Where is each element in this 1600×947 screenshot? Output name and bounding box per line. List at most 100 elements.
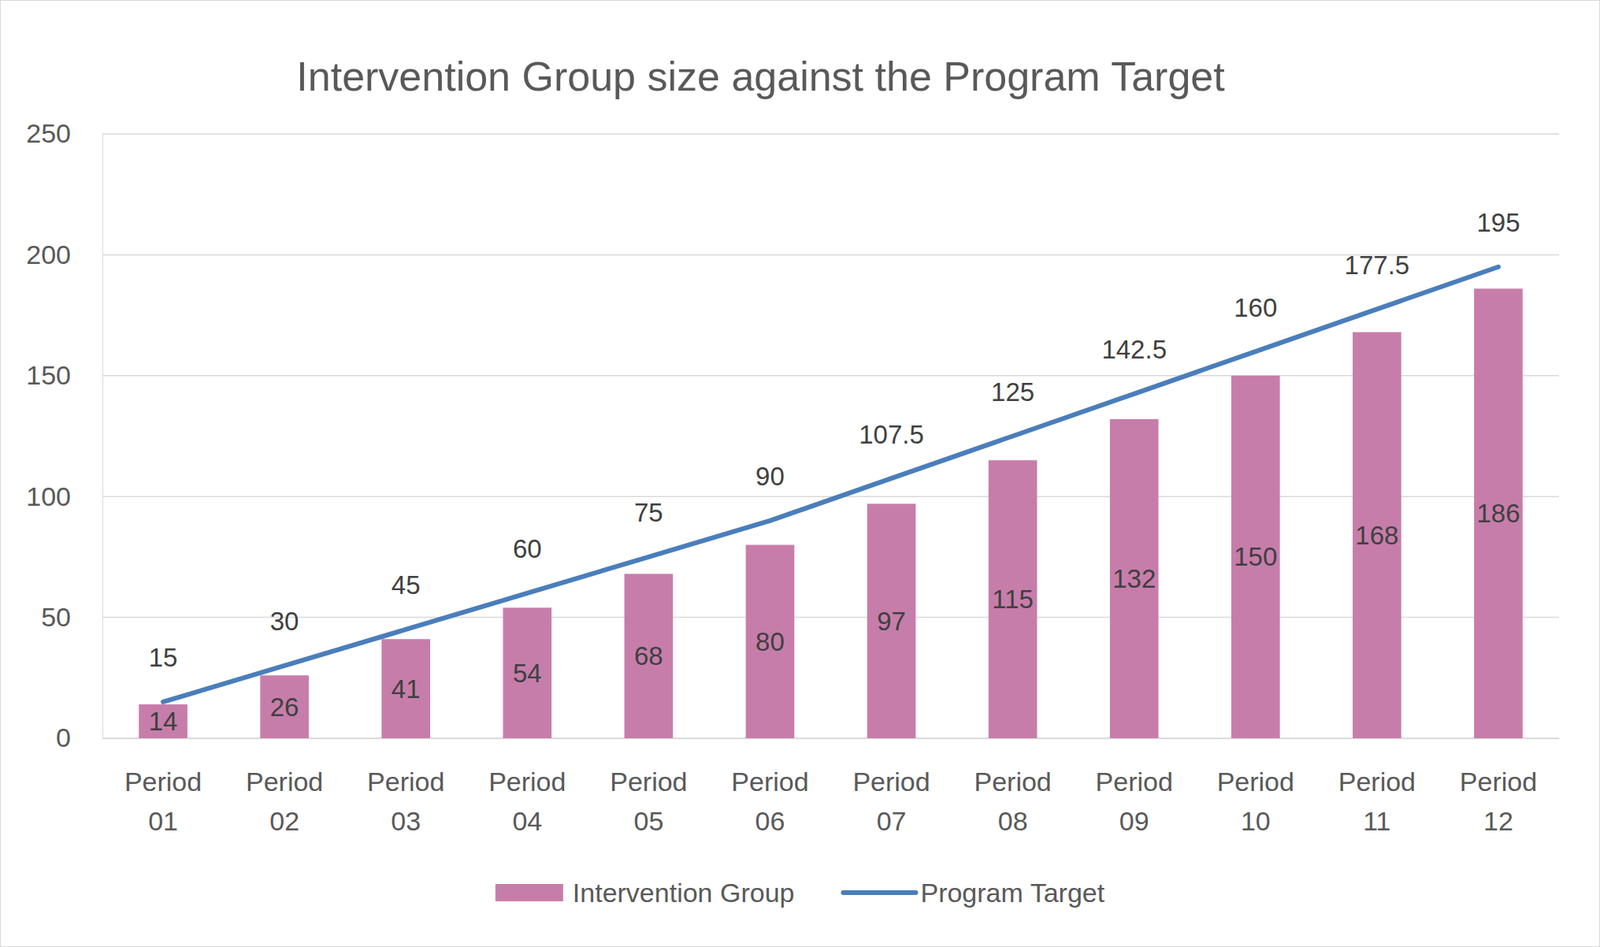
x-tick-label-line: 09 bbox=[1119, 805, 1150, 836]
chart-title: Intervention Group size against the Prog… bbox=[296, 53, 1226, 100]
x-tick-label-line: 01 bbox=[148, 805, 179, 836]
x-tick-label-line: Period bbox=[731, 766, 809, 797]
bar-data-label: 168 bbox=[1354, 520, 1399, 550]
x-tick-label-line: 05 bbox=[633, 805, 664, 836]
bar bbox=[1352, 332, 1402, 739]
y-tick-label: 200 bbox=[25, 239, 71, 270]
x-tick-label-line: Period bbox=[1095, 766, 1174, 797]
x-tick: Period 05 bbox=[609, 766, 687, 836]
bar bbox=[381, 638, 431, 739]
legend-swatch bbox=[495, 883, 564, 902]
y-tick: 50 bbox=[40, 601, 103, 632]
line-data-label: 125 bbox=[991, 377, 1035, 407]
x-tick-label: Period 05 bbox=[609, 766, 687, 836]
bar-data-label: 132 bbox=[1112, 564, 1156, 594]
x-axis-line bbox=[103, 738, 1560, 740]
line-data-label: 160 bbox=[1233, 293, 1278, 323]
x-tick-label-line: Period bbox=[1459, 766, 1537, 797]
x-tick-label-line: 06 bbox=[755, 805, 786, 836]
x-tick: Period 04 bbox=[488, 766, 566, 836]
chart-background bbox=[0, 0, 1600, 947]
y-tick-label: 50 bbox=[40, 601, 71, 632]
x-tick-label-line: 02 bbox=[269, 805, 300, 836]
grid-line bbox=[102, 616, 1560, 619]
line-data-label: 45 bbox=[391, 570, 421, 600]
y-axis: 0 50 100 150 200 250 bbox=[25, 118, 103, 753]
y-tick: 0 bbox=[55, 722, 103, 753]
bar-data-label: 14 bbox=[148, 706, 179, 736]
x-tick-label-line: Period bbox=[124, 766, 202, 797]
grid bbox=[102, 133, 1560, 739]
x-tick: Period 06 bbox=[731, 766, 809, 836]
x-tick-label-line: 10 bbox=[1240, 805, 1271, 836]
x-tick: Period 11 bbox=[1338, 766, 1416, 836]
y-tick-label: 250 bbox=[25, 118, 71, 149]
x-tick-label: Period 06 bbox=[731, 766, 809, 836]
x-tick-label: Period 04 bbox=[488, 766, 566, 836]
x-tick-label: Period 11 bbox=[1338, 766, 1416, 836]
x-tick-label-line: Period bbox=[367, 766, 445, 797]
bar bbox=[746, 545, 795, 739]
legend-label: Program Target bbox=[920, 877, 1105, 908]
legend-label: Intervention Group bbox=[572, 877, 795, 908]
bar-data-label: 97 bbox=[876, 606, 906, 636]
line-data-label: 30 bbox=[270, 606, 300, 636]
line-data-label: 142.5 bbox=[1101, 334, 1167, 364]
bar bbox=[259, 675, 309, 739]
grid-line bbox=[102, 737, 1560, 739]
bar bbox=[988, 460, 1038, 739]
x-tick-label: Period 02 bbox=[245, 766, 323, 836]
grid-line bbox=[102, 374, 1560, 377]
y-tick-label: 100 bbox=[25, 481, 71, 512]
line bbox=[163, 267, 1499, 702]
bar bbox=[138, 704, 188, 739]
y-tick: 100 bbox=[25, 481, 103, 512]
chart-svg: 050100150200250Period01Period02Period03P… bbox=[0, 0, 1600, 947]
y-tick: 250 bbox=[25, 118, 103, 149]
x-tick-label-line: 11 bbox=[1362, 805, 1391, 836]
x-tick-label-line: Period bbox=[1217, 766, 1295, 797]
y-axis-line bbox=[102, 134, 104, 739]
x-tick: Period 01 bbox=[124, 766, 202, 836]
bar bbox=[1109, 419, 1159, 739]
x-tick-label-line: 03 bbox=[390, 805, 421, 836]
legend-item: Intervention Group bbox=[495, 877, 795, 908]
x-tick: Period 10 bbox=[1217, 766, 1295, 836]
x-tick-label-line: Period bbox=[609, 766, 687, 797]
bar-data-label: 186 bbox=[1476, 498, 1520, 528]
x-tick: Period07 bbox=[852, 766, 930, 836]
bar-data-label: 150 bbox=[1233, 541, 1278, 572]
bar bbox=[624, 573, 674, 739]
grid-line bbox=[102, 254, 1560, 257]
grid-line bbox=[102, 133, 1560, 135]
x-tick-label-line: Period bbox=[973, 766, 1051, 797]
line-data-label: 195 bbox=[1476, 207, 1520, 238]
line-data-label: 90 bbox=[755, 461, 785, 491]
x-tick-label-line: 04 bbox=[512, 805, 542, 836]
x-tick-label-line: Period bbox=[488, 766, 566, 797]
x-tick-label: Period08 bbox=[973, 766, 1051, 836]
bar-data-label: 41 bbox=[391, 674, 421, 704]
y-tick-label: 0 bbox=[55, 722, 71, 753]
marks bbox=[138, 267, 1523, 739]
x-tick-label: Period07 bbox=[852, 766, 930, 836]
x-tick-label-line: 07 bbox=[876, 805, 907, 836]
y-tick-label: 150 bbox=[25, 360, 71, 390]
grid-line bbox=[102, 495, 1560, 498]
x-tick-label: Period 03 bbox=[367, 766, 445, 836]
x-tick-label: Period 12 bbox=[1459, 766, 1537, 836]
line-data-label: 107.5 bbox=[858, 419, 925, 450]
x-tick-label-line: 12 bbox=[1483, 805, 1514, 836]
line-data-label: 177.5 bbox=[1344, 250, 1411, 280]
x-tick-label: Period 10 bbox=[1217, 766, 1295, 836]
legend: Intervention Group Program Target bbox=[495, 877, 1106, 908]
x-tick: Period 12 bbox=[1459, 766, 1537, 836]
x-tick-label-line: Period bbox=[1338, 766, 1416, 797]
bar bbox=[1473, 288, 1523, 739]
x-tick-label-line: Period bbox=[245, 766, 323, 797]
bar-data-label: 115 bbox=[991, 584, 1034, 614]
line-data-label: 75 bbox=[634, 497, 664, 528]
y-tick: 150 bbox=[25, 360, 103, 390]
bar bbox=[867, 503, 917, 739]
x-tick: Period 09 bbox=[1095, 766, 1174, 836]
